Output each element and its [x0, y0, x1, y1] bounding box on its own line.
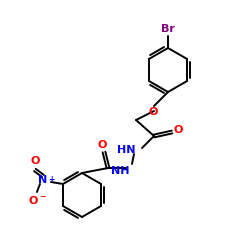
Text: NH: NH — [112, 166, 130, 176]
Text: N: N — [38, 175, 48, 185]
Text: O: O — [28, 196, 38, 206]
Text: +: + — [48, 175, 54, 184]
Text: O: O — [30, 156, 40, 166]
Text: Br: Br — [161, 24, 175, 34]
Text: O: O — [148, 107, 158, 117]
Text: O: O — [174, 125, 184, 135]
Text: O: O — [97, 140, 107, 150]
Text: HN: HN — [118, 145, 136, 155]
Text: −: − — [39, 192, 45, 201]
